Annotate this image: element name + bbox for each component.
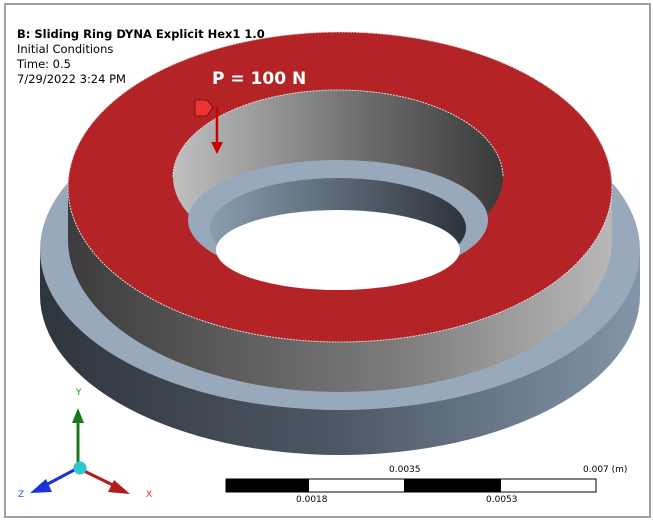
force-arrow-icon[interactable] bbox=[194, 99, 223, 154]
upper-ring[interactable] bbox=[67, 31, 613, 392]
x-axis-label: X bbox=[146, 490, 153, 500]
y-axis-label: Y bbox=[76, 388, 82, 398]
axis-triad[interactable] bbox=[30, 408, 130, 494]
analysis-title: B: Sliding Ring DYNA Explicit Hex1 1.0 bbox=[17, 27, 265, 41]
time-label: Time: 0.5 bbox=[17, 57, 71, 71]
timestamp-label: 7/29/2022 3:24 PM bbox=[17, 72, 126, 86]
scale-label-mid: 0.0035 bbox=[389, 465, 421, 475]
z-axis-label: Z bbox=[18, 490, 25, 500]
y-axis-arrow-icon bbox=[72, 408, 84, 423]
z-axis-arrow-icon bbox=[30, 479, 52, 493]
analysis-subtitle: Initial Conditions bbox=[17, 42, 114, 56]
triad-origin bbox=[73, 461, 87, 475]
graphics-viewport[interactable]: B: Sliding Ring DYNA Explicit Hex1 1.0 I… bbox=[4, 3, 651, 518]
scale-label-q3: 0.0053 bbox=[486, 495, 518, 505]
model-view[interactable] bbox=[6, 5, 649, 516]
scale-label-end: 0.007 (m) bbox=[583, 465, 628, 475]
scale-label-q1: 0.0018 bbox=[296, 495, 328, 505]
scale-bar bbox=[225, 478, 597, 493]
x-axis-arrow-icon bbox=[108, 480, 130, 494]
load-label: P = 100 N bbox=[212, 69, 307, 89]
